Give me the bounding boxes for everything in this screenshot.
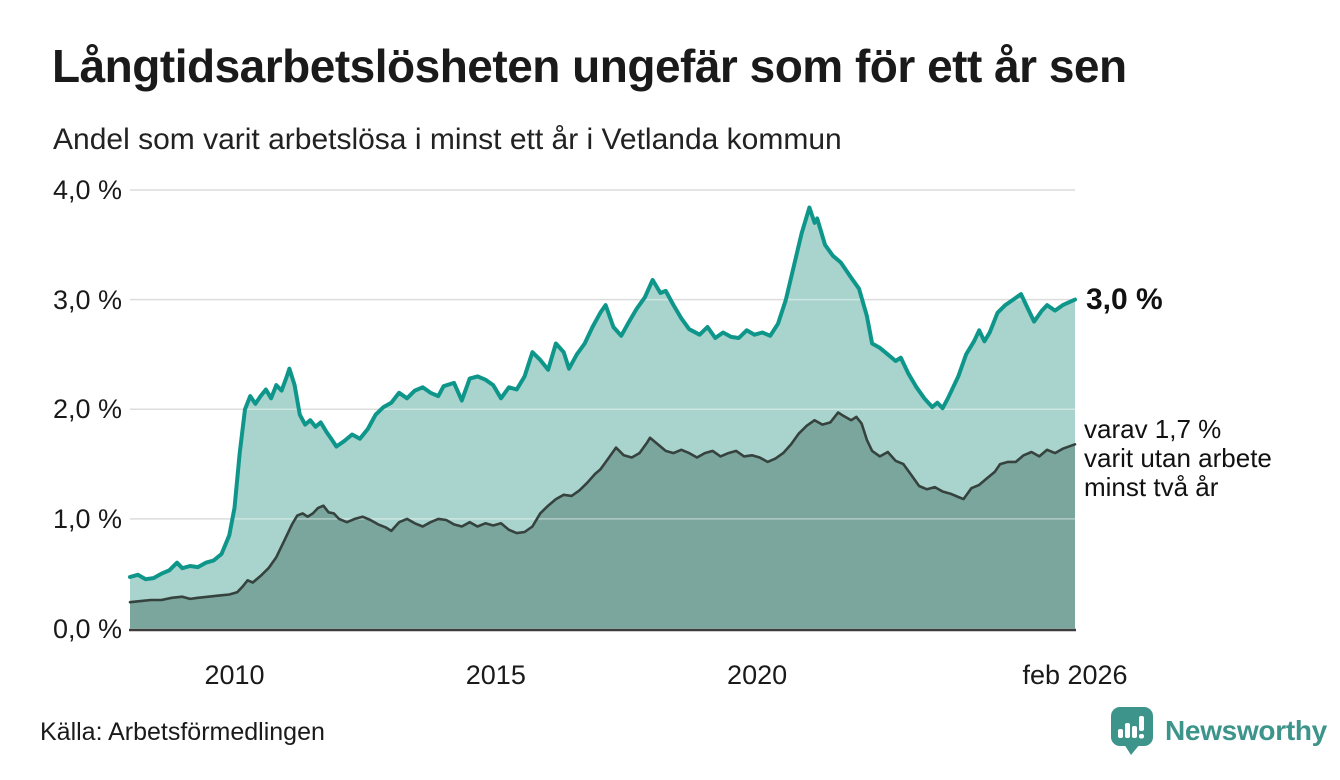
- area-min-two-years: [130, 412, 1075, 629]
- newsworthy-wordmark: Newsworthy: [1165, 715, 1327, 746]
- latest-value-annotation: 3,0 %: [1086, 283, 1163, 316]
- page-title: Långtidsarbetslösheten ungefär som för e…: [52, 40, 1127, 92]
- source-note: Källa: Arbetsförmedlingen: [40, 718, 325, 746]
- line-min-two-years: [128, 411, 1077, 604]
- x-tick-label: feb 2026: [1022, 660, 1128, 690]
- newsworthy-logo: Newsworthy: [1110, 706, 1327, 756]
- x-tick-label: 2010: [204, 660, 265, 690]
- y-tick-label: 0,0 %: [52, 613, 122, 644]
- line-min-one-year: [128, 205, 1077, 582]
- x-tick-label: 2020: [727, 660, 788, 690]
- newsworthy-speech-bubble-icon: [1111, 707, 1153, 755]
- chart-subtitle: Andel som varit arbetslösa i minst ett å…: [53, 123, 842, 156]
- y-tick-label: 2,0 %: [52, 394, 122, 425]
- secondary-annotation-line-1: varav 1,7 %: [1084, 414, 1222, 444]
- y-tick-label: 1,0 %: [52, 503, 122, 534]
- secondary-annotation-line-3: minst två år: [1084, 472, 1219, 502]
- secondary-annotation-line-2: varit utan arbete: [1084, 443, 1272, 473]
- x-tick-label: 2015: [465, 660, 526, 690]
- bar-chart-glyph: [1118, 716, 1144, 739]
- secondary-series-annotation: varav 1,7 % varit utan arbete minst två …: [1084, 415, 1324, 502]
- y-tick-label: 4,0 %: [52, 175, 122, 205]
- y-tick-label: 3,0 %: [52, 284, 122, 315]
